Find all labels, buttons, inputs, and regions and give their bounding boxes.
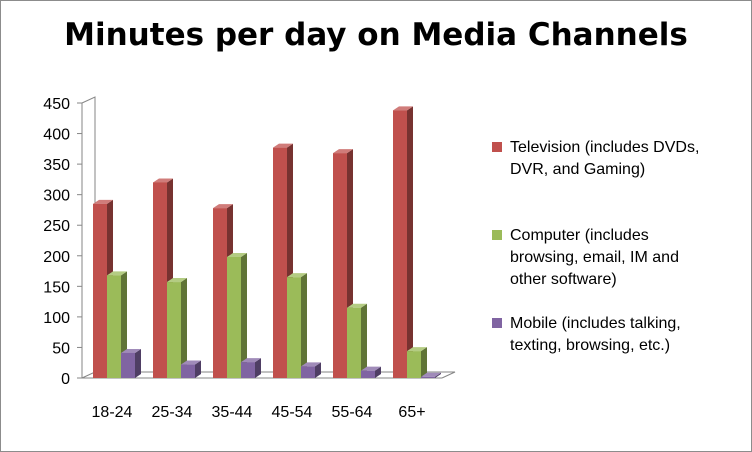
bar-side: [135, 348, 141, 378]
x-tick-label: 35-44: [212, 404, 253, 421]
bar-top: [241, 358, 261, 363]
bar-top: [273, 143, 293, 148]
x-tick-label: 25-34: [152, 404, 193, 421]
bar-front: [301, 366, 315, 378]
x-tick-label: 55-64: [332, 404, 373, 421]
bar-side: [435, 372, 441, 378]
bar-top: [407, 347, 427, 352]
bar: [241, 358, 261, 378]
bar-front: [273, 147, 287, 378]
bar-front: [167, 282, 181, 378]
legend-swatch: [492, 230, 502, 240]
bar-top: [167, 278, 187, 283]
legend-label: Television (includes DVDs, DVR, and Gamin…: [510, 139, 699, 178]
legend-label: Computer (includes browsing, email, IM an…: [510, 227, 679, 288]
y-tick-label: 100: [43, 310, 70, 327]
bar: [301, 362, 321, 378]
bar-front: [393, 110, 407, 378]
bar-front: [347, 307, 361, 378]
chart-title: Minutes per day on Media Channels: [64, 17, 688, 53]
y-tick-label: 450: [43, 96, 70, 113]
y-tick-label: 150: [43, 279, 70, 296]
bar-top: [181, 360, 201, 365]
bar: [227, 253, 247, 378]
bar-top: [301, 362, 321, 367]
bar: [347, 303, 367, 378]
bar-side: [241, 253, 247, 378]
legend-label: Mobile (includes talking, texting, browsi…: [510, 315, 681, 354]
legend-item: Television (includes DVDs, DVR, and Gamin…: [492, 139, 699, 178]
bar-side: [315, 362, 321, 378]
bar-top: [227, 253, 247, 257]
bar: [167, 278, 187, 378]
y-axis-ticks: 0 50 100 150 200 250 300 350 400 450: [43, 96, 82, 388]
bar: [287, 273, 307, 378]
bar-front: [153, 182, 167, 378]
bar: [121, 348, 141, 378]
bar-top: [333, 149, 353, 154]
bar-side: [181, 278, 187, 378]
bar-front: [421, 376, 435, 378]
y-tick-label: 0: [61, 371, 70, 388]
legend-swatch: [492, 142, 502, 152]
bar: [107, 271, 127, 378]
y-tick-label: 400: [43, 127, 70, 144]
bar-front: [407, 351, 421, 378]
y-tick-label: 200: [43, 249, 70, 266]
bar-top: [93, 199, 113, 204]
bar-front: [181, 364, 195, 378]
bar-front: [93, 203, 107, 378]
bar-front: [227, 257, 241, 378]
bar: [407, 347, 427, 378]
legend: Television (includes DVDs, DVR, and Gamin…: [492, 139, 699, 354]
bar-side: [301, 273, 307, 378]
bar: [421, 372, 441, 378]
bar-front: [287, 277, 301, 378]
bar-top: [347, 303, 367, 308]
legend-swatch: [492, 318, 502, 328]
bar-front: [241, 362, 255, 378]
bar-top: [121, 348, 141, 353]
x-tick-label: 18-24: [92, 404, 133, 421]
bar-side: [421, 347, 427, 378]
bar-top: [153, 178, 173, 183]
bar-top: [213, 204, 233, 209]
bar-side: [407, 106, 413, 378]
bar-top: [107, 271, 127, 276]
y-tick-label: 350: [43, 157, 70, 174]
bar-front: [361, 370, 375, 378]
x-tick-label: 45-54: [272, 404, 313, 421]
legend-item: Computer (includes browsing, email, IM an…: [492, 227, 679, 288]
bar-side: [255, 358, 261, 378]
bar-top: [361, 366, 381, 371]
bar-side: [195, 360, 201, 378]
x-axis-ticks: 18-24 25-34 35-44 45-54 55-64 65+: [92, 404, 426, 421]
bar-side: [375, 366, 381, 378]
bar: [181, 360, 201, 378]
bar: [361, 366, 381, 378]
bar-front: [333, 153, 347, 378]
bar-top: [287, 273, 307, 278]
bar-top: [421, 372, 441, 377]
bar-front: [121, 352, 135, 378]
axis-front-lines: [81, 103, 442, 379]
bar-side: [361, 303, 367, 378]
y-tick-label: 300: [43, 188, 70, 205]
bar: [393, 106, 413, 378]
x-tick-label: 65+: [398, 404, 425, 421]
y-tick-label: 50: [52, 340, 70, 357]
bar-group: [93, 106, 441, 378]
bar-front: [213, 208, 227, 378]
bar-top: [393, 106, 413, 111]
legend-item: Mobile (includes talking, texting, browsi…: [492, 315, 681, 354]
bar-front: [107, 275, 121, 378]
y-tick-label: 250: [43, 218, 70, 235]
